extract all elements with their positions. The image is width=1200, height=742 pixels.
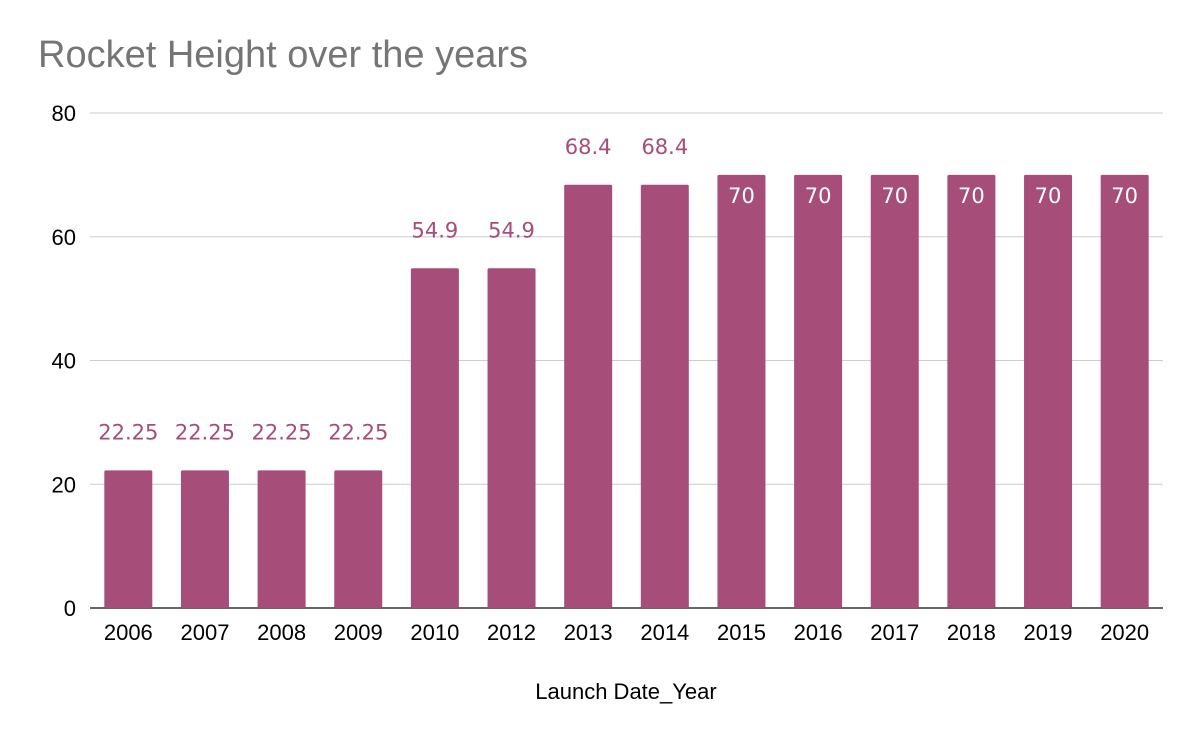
y-tick-label-40: 40 — [52, 349, 76, 374]
bar-2007 — [180, 470, 229, 608]
x-tick-label-2010: 2010 — [410, 620, 459, 645]
grid-lines — [90, 112, 1163, 609]
chart-title: Rocket Height over the years — [38, 34, 529, 76]
data-label-2016: 70 — [805, 184, 832, 208]
bar-2020 — [1100, 174, 1149, 608]
bar-2013 — [564, 184, 613, 608]
y-tick-label-60: 60 — [52, 225, 76, 250]
x-tick-label-2018: 2018 — [947, 620, 996, 645]
data-label-2015: 70 — [728, 184, 755, 208]
bar-2009 — [334, 470, 383, 608]
data-label-2009: 22.25 — [328, 420, 388, 444]
x-tick-label-2017: 2017 — [870, 620, 919, 645]
data-label-2008: 22.25 — [252, 420, 312, 444]
bar-2016 — [794, 174, 843, 608]
x-tick-label-2009: 2009 — [334, 620, 383, 645]
x-tick-label-2019: 2019 — [1024, 620, 1073, 645]
y-tick-label-20: 20 — [52, 472, 76, 497]
x-tick-label-2016: 2016 — [794, 620, 843, 645]
bar-2010 — [410, 268, 459, 608]
x-axis-title: Launch Date_Year — [535, 679, 716, 704]
data-label-2012: 54.9 — [488, 218, 535, 242]
y-tick-label-80: 80 — [52, 101, 76, 126]
x-tick-label-2007: 2007 — [180, 620, 229, 645]
bar-2019 — [1024, 174, 1073, 608]
y-axis-ticks: 0 20 40 60 80 — [52, 101, 76, 621]
bar-2018 — [947, 174, 996, 608]
x-tick-label-2008: 2008 — [257, 620, 306, 645]
data-label-2007: 22.25 — [175, 420, 235, 444]
x-tick-label-2013: 2013 — [564, 620, 613, 645]
data-label-2017: 70 — [881, 184, 908, 208]
x-tick-label-2012: 2012 — [487, 620, 536, 645]
bar-2008 — [257, 470, 306, 608]
data-label-2006: 22.25 — [98, 420, 158, 444]
data-label-2020: 70 — [1111, 184, 1138, 208]
data-label-2010: 54.9 — [412, 218, 459, 242]
bar-2017 — [870, 174, 919, 608]
data-label-2014: 68.4 — [641, 135, 688, 159]
data-labels: 22.25 22.25 22.25 22.25 54.9 54.9 68.4 68.4 70 70… — [98, 135, 1138, 445]
bars — [104, 174, 1149, 608]
bar-2014 — [640, 184, 689, 608]
x-tick-label-2014: 2014 — [640, 620, 689, 645]
data-label-2018: 70 — [958, 184, 985, 208]
bar-2006 — [104, 470, 153, 608]
x-tick-label-2006: 2006 — [104, 620, 153, 645]
data-label-2019: 70 — [1035, 184, 1062, 208]
x-tick-label-2020: 2020 — [1100, 620, 1149, 645]
x-tick-label-2015: 2015 — [717, 620, 766, 645]
data-label-2013: 68.4 — [565, 135, 612, 159]
bar-2012 — [487, 268, 536, 608]
x-axis-ticks: 2006 2007 2008 2009 2010 2012 2013 2014 2015 2016… — [104, 620, 1149, 645]
y-tick-label-0: 0 — [64, 596, 76, 621]
bar-2015 — [717, 174, 766, 608]
